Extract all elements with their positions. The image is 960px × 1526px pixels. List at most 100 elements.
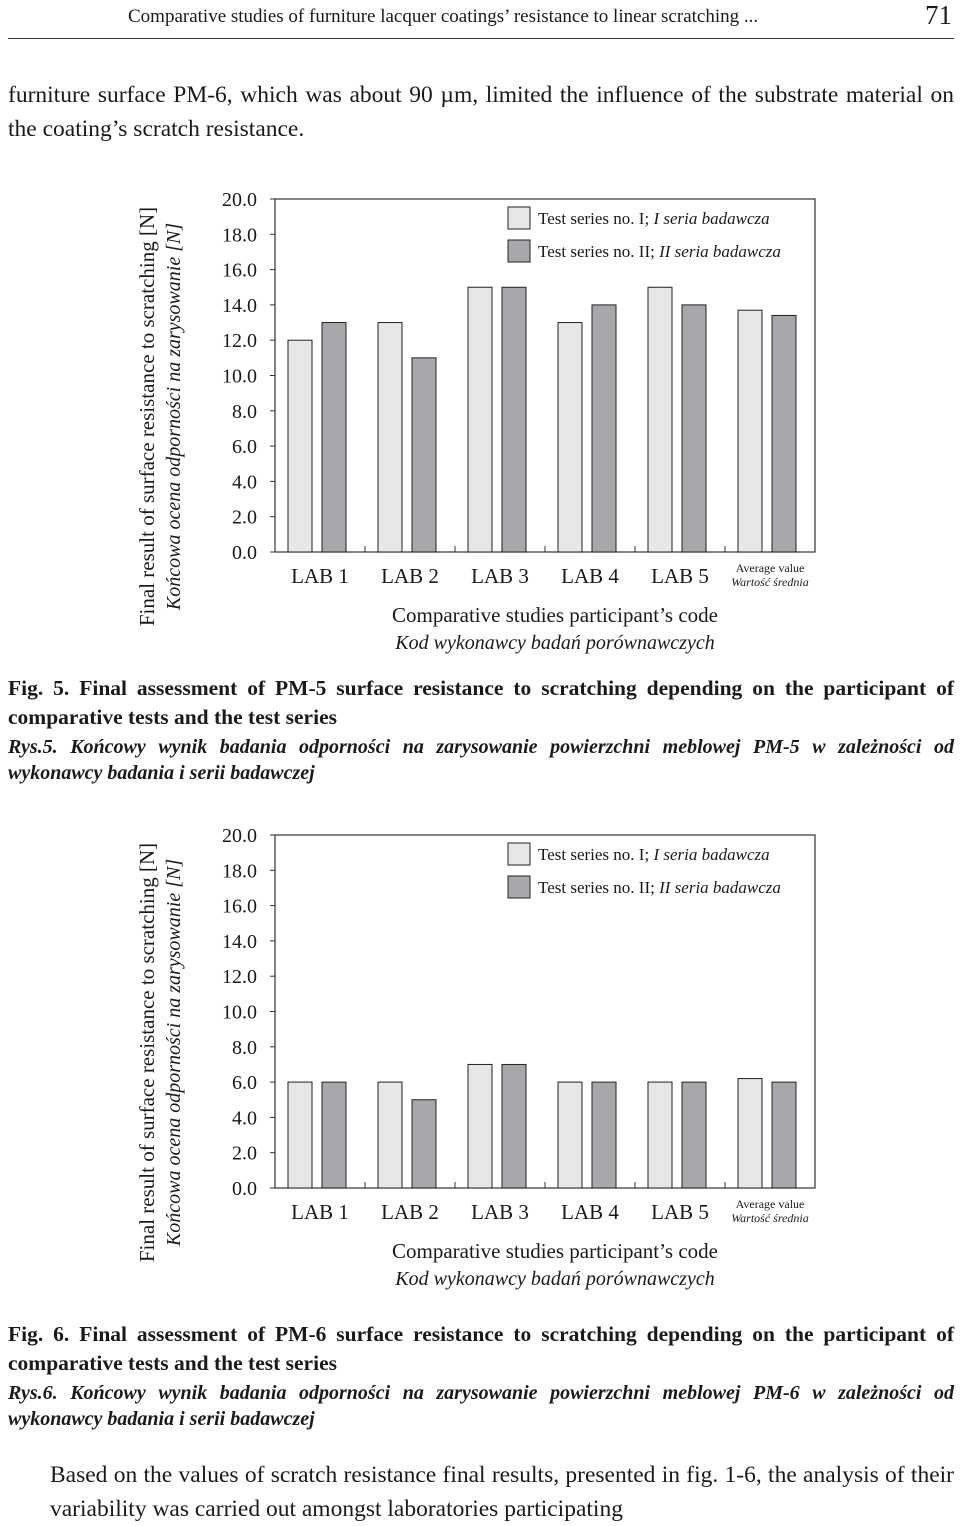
x-tick-sublabel: Wartość średnia (731, 575, 808, 589)
legend-label: Test series no. II; II seria badawcza (538, 878, 781, 897)
y-tick-label: 16.0 (222, 260, 257, 282)
y-axis-title: Final result of surface resistance to sc… (135, 207, 159, 626)
bar (771, 314, 797, 553)
legend-label-en: Test series no. II; (538, 878, 659, 897)
page-header: Comparative studies of furniture lacquer… (8, 0, 954, 39)
y-tick-label: 18.0 (222, 224, 257, 246)
intro-paragraph: furniture surface PM-6, which was about … (8, 82, 954, 142)
bar (501, 286, 527, 553)
y-tick-label: 8.0 (232, 1037, 257, 1059)
x-tick-label: LAB 2 (381, 564, 439, 588)
bar (321, 322, 347, 553)
y-tick-label: 12.0 (222, 966, 257, 988)
bar (557, 1081, 583, 1189)
bar (411, 1099, 437, 1189)
y-tick-label: 18.0 (222, 860, 257, 882)
chart-group: 0.0 2.0 4.0 6.0 8.0 10.0 12.0 14.0 16.0 18.0 20.0 F… (135, 189, 816, 654)
bar (681, 304, 707, 553)
y-tick-label: 6.0 (232, 1072, 257, 1094)
legend-label-en: Test series no. II; (538, 242, 659, 261)
bar (377, 1081, 403, 1189)
figure-6-chart: 0.0 2.0 4.0 6.0 8.0 10.0 12.0 14.0 16.0 18.0 20.0 F… (120, 808, 960, 1298)
legend-swatch (507, 842, 531, 866)
x-tick-label: LAB 4 (561, 564, 619, 588)
figure-5-caption-pl: Rys.5. Końcowy wynik badania odporności … (8, 736, 954, 784)
y-tick-label: 14.0 (222, 295, 257, 317)
bar (647, 1081, 673, 1189)
x-tick-label: LAB 4 (561, 1200, 619, 1224)
legend-label: Test series no. II; II seria badawcza (538, 242, 781, 261)
x-tick-sublabel: Wartość średnia (731, 1211, 808, 1225)
bar (377, 322, 403, 553)
bar (411, 357, 437, 553)
legend-label-pl: I seria badawcza (652, 845, 769, 864)
legend-label: Test series no. I; I seria badawcza (538, 209, 770, 228)
legend-label-pl: II seria badawcza (658, 878, 781, 897)
y-tick-label: 4.0 (232, 1107, 257, 1129)
legend-label-pl: I seria badawcza (652, 209, 769, 228)
y-tick-label: 2.0 (232, 507, 257, 529)
bar (647, 286, 673, 553)
figure-6-caption-en: Fig. 6. Final assessment of PM-6 surface… (8, 1322, 954, 1375)
y-tick-label: 10.0 (222, 1002, 257, 1024)
x-axis-title-pl: Kod wykonawcy badań porównawczych (394, 632, 714, 654)
legend-swatch (507, 875, 531, 899)
legend-label-en: Test series no. I; (538, 209, 653, 228)
figure-5-svg: 0.0 2.0 4.0 6.0 8.0 10.0 12.0 14.0 16.0 18.0 20.0 F… (135, 189, 816, 654)
bar (737, 1078, 763, 1189)
y-tick-label: 0.0 (232, 1178, 257, 1200)
figure-5-chart: 0.0 2.0 4.0 6.0 8.0 10.0 12.0 14.0 16.0 18.0 20.0 F… (120, 172, 960, 662)
legend-label: Test series no. I; I seria badawcza (538, 845, 770, 864)
y-tick-label: 14.0 (222, 931, 257, 953)
page-number: 71 (925, 0, 952, 30)
running-title: Comparative studies of furniture lacquer… (128, 6, 759, 27)
y-tick-label: 0.0 (232, 542, 257, 564)
x-tick-label: Average value (736, 1197, 805, 1211)
x-tick-label: Average value (736, 561, 805, 575)
y-axis-title: Final result of surface resistance to sc… (135, 843, 159, 1262)
x-tick-label: LAB 1 (291, 1200, 349, 1224)
bar (771, 1081, 797, 1189)
y-tick-label: 16.0 (222, 896, 257, 918)
x-axis-title-pl: Kod wykonawcy badań porównawczych (394, 1268, 714, 1290)
bar (287, 1081, 313, 1189)
bar (287, 339, 313, 553)
chart-group: 0.0 2.0 4.0 6.0 8.0 10.0 12.0 14.0 16.0 18.0 20.0 F… (135, 825, 816, 1290)
y-tick-label: 6.0 (232, 436, 257, 458)
y-tick-label: 20.0 (222, 825, 257, 847)
bar (321, 1081, 347, 1189)
figure-6-caption-pl: Rys.6. Końcowy wynik badania odporności … (8, 1382, 954, 1430)
y-tick-label: 12.0 (222, 330, 257, 352)
y-tick-label: 2.0 (232, 1143, 257, 1165)
x-tick-label: LAB 3 (471, 1200, 529, 1224)
bar (591, 304, 617, 553)
figure-6-svg: 0.0 2.0 4.0 6.0 8.0 10.0 12.0 14.0 16.0 18.0 20.0 F… (135, 825, 816, 1290)
outro-text: Based on the values of scratch resistanc… (50, 1462, 954, 1522)
bar (467, 1063, 493, 1189)
x-tick-label: LAB 5 (651, 564, 709, 588)
figure-6-caption: Fig. 6. Final assessment of PM-6 surface… (8, 1320, 954, 1432)
bar (557, 322, 583, 553)
bar (737, 309, 763, 553)
y-tick-label: 10.0 (222, 366, 257, 388)
figure-5-caption-en: Fig. 5. Final assessment of PM-5 surface… (8, 676, 954, 729)
y-tick-label: 8.0 (232, 401, 257, 423)
bar (501, 1063, 527, 1189)
y-tick-label: 20.0 (222, 189, 257, 211)
legend-label-pl: II seria badawcza (658, 242, 781, 261)
x-tick-label: LAB 3 (471, 564, 529, 588)
y-axis-title-pl: Końcowa ocena odporności na zarysowanie … (163, 859, 185, 1247)
bar (591, 1081, 617, 1189)
legend-label-en: Test series no. I; (538, 845, 653, 864)
x-axis-title: Comparative studies participant’s code (392, 603, 718, 627)
y-axis-title-pl: Końcowa ocena odporności na zarysowanie … (163, 223, 185, 611)
x-tick-label: LAB 5 (651, 1200, 709, 1224)
bar (467, 286, 493, 553)
figure-5-caption: Fig. 5. Final assessment of PM-5 surface… (8, 674, 954, 786)
y-tick-label: 4.0 (232, 471, 257, 493)
legend-swatch (507, 206, 531, 230)
outro-paragraph: Based on the values of scratch resistanc… (8, 1458, 954, 1526)
x-axis-title: Comparative studies participant’s code (392, 1239, 718, 1263)
bar (681, 1081, 707, 1189)
legend-swatch (507, 239, 531, 263)
